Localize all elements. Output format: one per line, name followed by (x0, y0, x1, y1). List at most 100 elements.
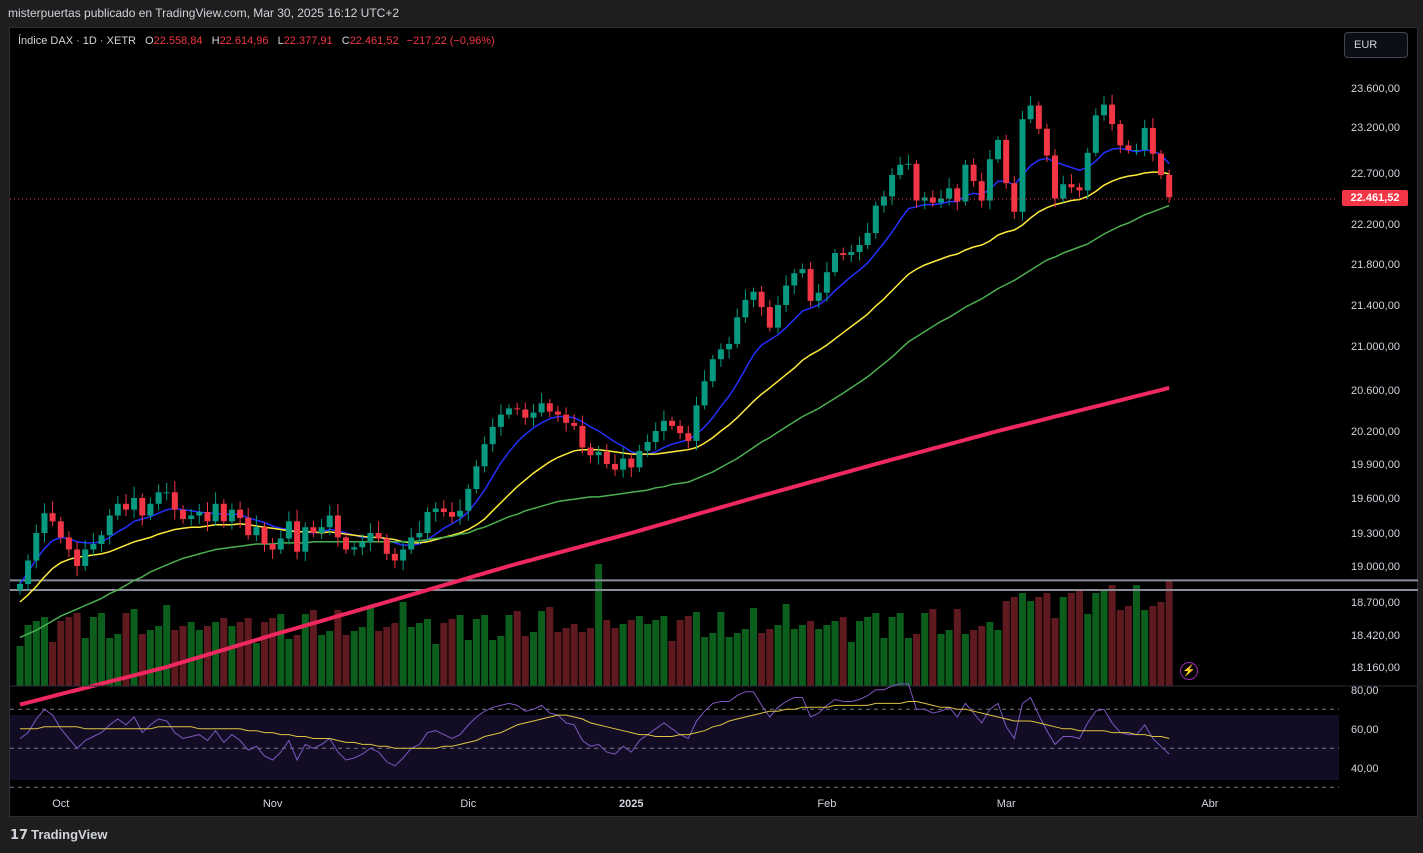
volume-bar (1165, 581, 1173, 686)
volume-bar (774, 625, 782, 686)
volume-bar (301, 614, 309, 686)
candle-body (383, 538, 390, 554)
candle-body (587, 447, 594, 456)
volume-bar (896, 613, 904, 686)
volume-bar (807, 621, 815, 686)
ohlc-legend[interactable]: Índice DAX · 1D · XETR O22.558,84 H22.61… (18, 35, 495, 47)
flash-icon[interactable]: ⚡ (1180, 662, 1198, 680)
time-axis-label: Dic (460, 798, 476, 810)
volume-bar (269, 618, 277, 686)
candle-body (872, 205, 879, 233)
candle-body (33, 533, 40, 561)
volume-bar (1133, 585, 1140, 686)
volume-bar (114, 634, 122, 686)
volume-bar (244, 618, 252, 686)
volume-bar (538, 611, 546, 686)
candle-body (954, 188, 961, 202)
candles-layer (17, 94, 1173, 595)
candle-body (123, 503, 129, 510)
candle-body (913, 163, 920, 201)
candle-body (946, 188, 953, 199)
volume-bar (921, 613, 929, 686)
candle-body (522, 409, 529, 418)
symbol-label[interactable]: Índice DAX · 1D · XETR (18, 35, 136, 47)
tradingview-logo[interactable]: 17 TradingView (10, 827, 107, 843)
high-label: H (211, 35, 220, 47)
candle-body (155, 492, 162, 504)
volume-bar (1100, 589, 1108, 686)
volume-bar (261, 622, 268, 686)
volume-bar (904, 638, 912, 686)
volume-bar (1084, 614, 1092, 686)
candle-body (685, 433, 692, 441)
candle-body (1141, 127, 1148, 150)
candle-body (147, 503, 154, 516)
candle-body (921, 197, 928, 201)
price-axis: 23.600,00 23.200,00 22.700,00 22.200,00 21.8… (1351, 83, 1400, 674)
candle-body (408, 537, 415, 550)
volume-bar (709, 633, 717, 686)
candle-body (114, 503, 121, 516)
rsi-line (19, 683, 1170, 767)
volume-bar (815, 629, 823, 686)
moving-average-line (19, 385, 1170, 707)
last-price-badge: 22.461,52 (1342, 190, 1408, 206)
volume-bar (1076, 589, 1083, 686)
price-axis-label: 18.160,00 (1351, 662, 1400, 674)
candle-body (334, 515, 341, 538)
candle-body (359, 541, 366, 548)
price-axis-label: 21.800,00 (1351, 259, 1400, 271)
candle-body (791, 273, 798, 286)
volume-bar (701, 637, 709, 686)
change-value: −217,22 (−0,96%) (406, 35, 495, 47)
volume-bar (179, 626, 187, 686)
volume-bar (546, 607, 554, 686)
volume-bar (986, 622, 994, 686)
candle-body (823, 272, 830, 293)
candle-body (897, 164, 904, 175)
volume-bar (350, 631, 358, 686)
rsi-axis-label: 40,00 (1351, 763, 1379, 775)
candle-body (171, 492, 178, 510)
volume-bar (611, 628, 619, 686)
candle-body (17, 584, 23, 590)
candle-body (538, 403, 545, 413)
open-value: 22.558,84 (153, 35, 203, 47)
candle-body (929, 197, 936, 203)
volume-bar (554, 632, 562, 686)
volume-bar (961, 634, 969, 686)
candle-body (693, 405, 700, 441)
currency-button[interactable]: EUR (1344, 32, 1408, 58)
candle-body (970, 164, 977, 182)
volume-bar (130, 609, 138, 686)
volume-bar (521, 636, 529, 686)
volume-bar (782, 604, 790, 686)
volume-bar (489, 640, 497, 686)
candle-body (832, 253, 838, 273)
candle-body (180, 509, 186, 519)
candle-body (57, 521, 64, 538)
candle-body (1149, 127, 1156, 154)
moving-average-line (19, 147, 1170, 585)
candle-body (986, 159, 993, 201)
candle-body (1125, 145, 1132, 150)
volume-bar (693, 612, 700, 686)
candle-body (938, 198, 944, 203)
price-axis-label: 19.300,00 (1351, 528, 1400, 540)
volume-bar (1149, 606, 1157, 686)
candle-body (864, 233, 871, 245)
candle-body (1019, 119, 1026, 212)
volume-bar (24, 625, 32, 686)
price-axis-label: 19.600,00 (1351, 493, 1400, 505)
volume-bar (187, 622, 195, 686)
candle-body (799, 269, 806, 274)
volume-bar (856, 621, 863, 686)
volume-bar (913, 634, 920, 686)
candle-body (1166, 175, 1173, 198)
volume-bar (1157, 602, 1165, 686)
candle-body (212, 503, 219, 522)
volume-bar (603, 620, 611, 686)
volume-bar (627, 620, 635, 686)
volume-bar (464, 640, 472, 686)
